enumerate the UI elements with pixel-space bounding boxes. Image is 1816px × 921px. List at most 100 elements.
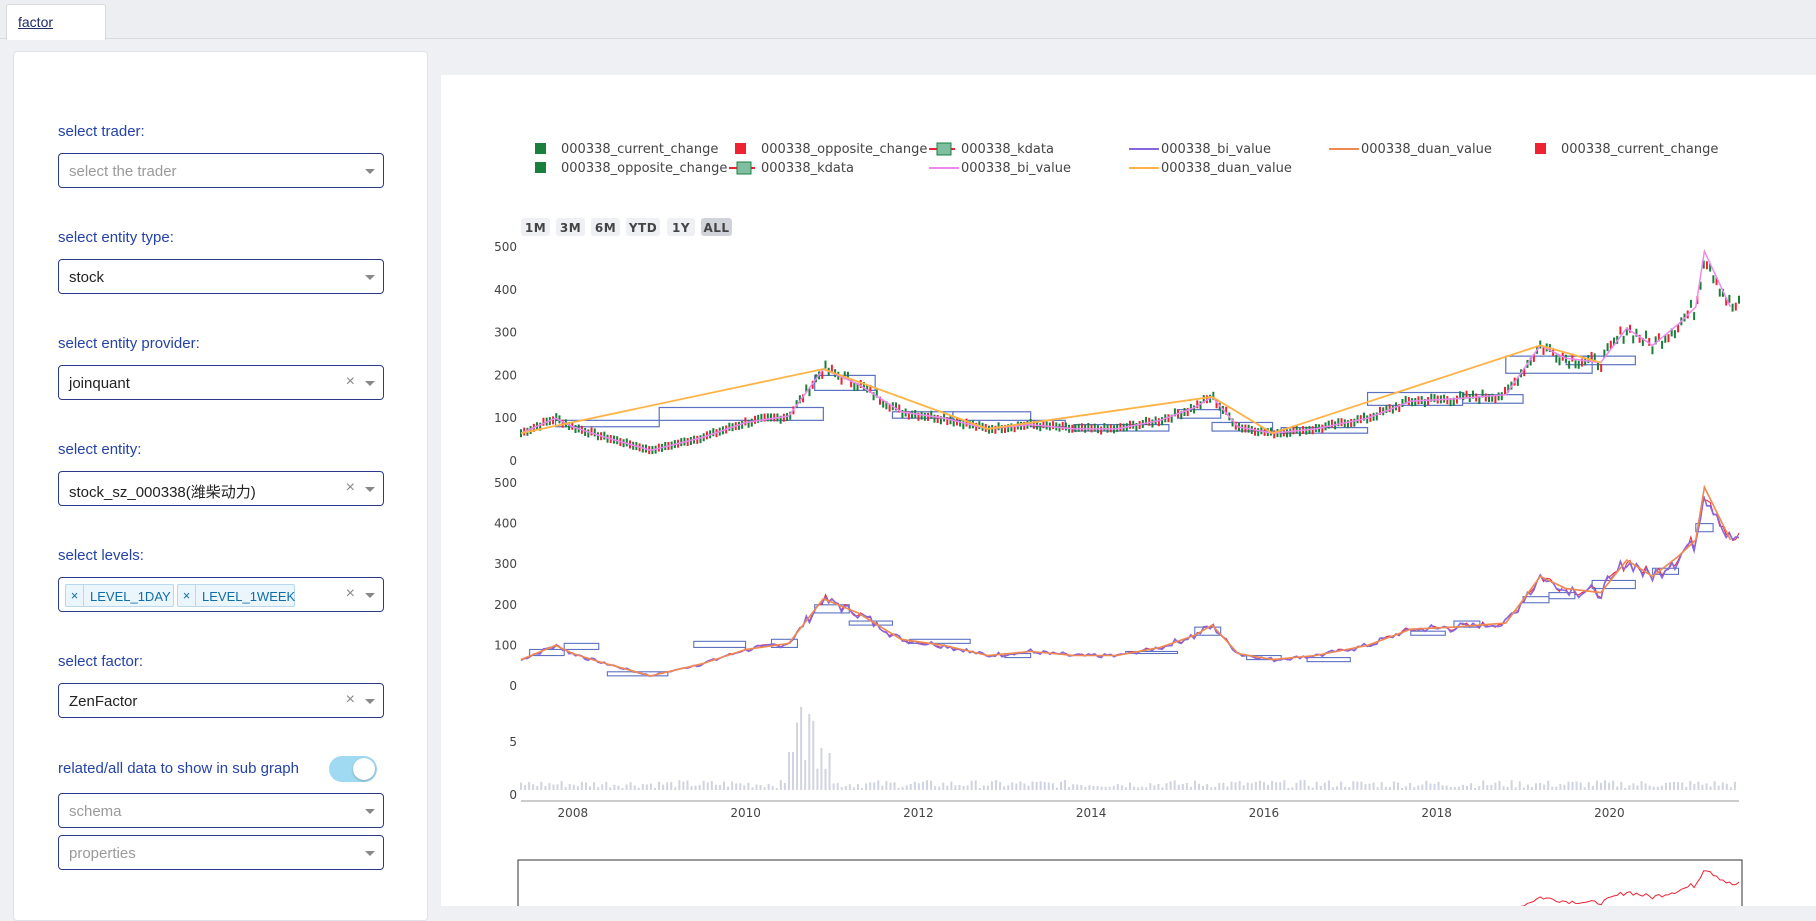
zen-box xyxy=(1125,650,1179,655)
legend-swatch xyxy=(735,143,746,154)
duan-value-line xyxy=(520,344,1602,435)
levels-label: select levels: xyxy=(58,547,144,564)
subgraph-toggle[interactable] xyxy=(329,756,377,782)
zen-box xyxy=(1306,657,1351,663)
legend-swatch xyxy=(936,142,952,156)
properties-select[interactable]: properties xyxy=(58,835,384,870)
range-button[interactable] xyxy=(556,218,585,236)
y-tick-label: 5 xyxy=(509,735,517,749)
zen-box xyxy=(909,638,971,644)
range-button[interactable] xyxy=(701,218,732,236)
y-tick-label: 0 xyxy=(509,788,517,802)
zen-box xyxy=(952,411,1032,421)
y-tick-label: 500 xyxy=(494,476,517,490)
chevron-down-icon[interactable] xyxy=(365,381,375,386)
zen-box xyxy=(1548,592,1576,600)
y-tick-label: 0 xyxy=(509,454,517,468)
y-tick-label: 400 xyxy=(494,517,517,531)
range-button[interactable] xyxy=(626,218,660,236)
zen-box xyxy=(1652,567,1680,575)
range-slider-frame xyxy=(517,859,1743,906)
level-tag[interactable]: × LEVEL_1WEEK xyxy=(177,584,295,607)
range-button[interactable] xyxy=(667,218,695,236)
entity-type-label: select entity type: xyxy=(58,229,174,246)
x-tick-label: 2012 xyxy=(903,806,934,820)
x-tick-label: 2010 xyxy=(730,806,761,820)
clear-icon[interactable]: × xyxy=(345,585,355,602)
chevron-down-icon[interactable] xyxy=(365,699,375,704)
range-button-label[interactable]: 1M xyxy=(525,221,546,235)
zen-box xyxy=(693,640,747,648)
level-tag[interactable]: × LEVEL_1DAY xyxy=(65,584,174,607)
remove-tag-icon[interactable]: × xyxy=(178,585,196,606)
clear-icon[interactable]: × xyxy=(345,373,355,390)
remove-tag-icon[interactable]: × xyxy=(66,585,84,606)
volume-series xyxy=(520,706,1736,790)
factor-select[interactable]: ZenFactor × xyxy=(58,683,384,718)
y-tick-label: 500 xyxy=(494,240,517,254)
level-tag-label: LEVEL_1WEEK xyxy=(202,589,296,604)
x-tick-label: 2018 xyxy=(1421,806,1452,820)
entity-provider-select[interactable]: joinquant × xyxy=(58,365,384,400)
x-tick-label: 2020 xyxy=(1594,806,1625,820)
legend-swatch xyxy=(535,162,546,173)
y-tick-label: 0 xyxy=(509,679,517,693)
range-button[interactable] xyxy=(521,218,550,236)
chevron-down-icon[interactable] xyxy=(365,169,375,174)
tab-factor-label[interactable]: factor xyxy=(18,14,54,30)
range-button-label[interactable]: 3M xyxy=(560,221,581,235)
legend-label: 000338_bi_value xyxy=(1161,142,1271,157)
y-tick-label: 400 xyxy=(494,283,517,297)
control-sidebar: select trader: select the trader select … xyxy=(13,51,428,921)
y-tick-label: 100 xyxy=(494,638,517,652)
subgraph-label: related/all data to show in sub graph xyxy=(58,760,299,777)
range-button-label[interactable]: YTD xyxy=(628,221,657,235)
trader-select[interactable]: select the trader xyxy=(58,153,384,188)
chevron-down-icon[interactable] xyxy=(365,809,375,814)
tab-factor[interactable]: factor xyxy=(6,4,106,40)
zen-box xyxy=(658,406,824,421)
y-tick-label: 100 xyxy=(494,411,517,425)
chevron-down-icon[interactable] xyxy=(365,593,375,598)
chart-svg[interactable]: 000338_current_change 000338_opposite_cha… xyxy=(441,75,1816,906)
entity-provider-label: select entity provider: xyxy=(58,335,200,352)
duan-value-line xyxy=(520,484,1732,677)
trader-label: select trader: xyxy=(58,123,145,140)
legend-label: 000338_duan_value xyxy=(1161,161,1292,176)
schema-placeholder: schema xyxy=(69,803,122,820)
chevron-down-icon[interactable] xyxy=(365,275,375,280)
legend-swatch xyxy=(736,161,752,175)
legend-label: 000338_duan_value xyxy=(1361,142,1492,157)
bi-value-line xyxy=(520,248,1732,452)
clear-icon[interactable]: × xyxy=(345,691,355,708)
entity-type-select[interactable]: stock xyxy=(58,259,384,294)
range-button-label[interactable]: 1Y xyxy=(672,221,690,235)
axis-ticks: 500 400 300 200 100 0 500 400 300 200 100 0 5 0 2008 20… xyxy=(494,240,1739,820)
chart-legend[interactable]: 000338_current_change 000338_opposite_cha… xyxy=(535,142,1718,176)
zen-box xyxy=(770,638,798,648)
chevron-down-icon[interactable] xyxy=(365,851,375,856)
toggle-knob[interactable] xyxy=(353,758,375,780)
range-button[interactable] xyxy=(591,218,620,236)
zen-box xyxy=(1591,579,1636,590)
legend-label: 000338_current_change xyxy=(1561,142,1718,157)
factor-chart[interactable]: 000338_current_change 000338_opposite_cha… xyxy=(441,75,1816,906)
entity-select[interactable]: stock_sz_000338(潍柴动力) × xyxy=(58,471,384,506)
range-selector[interactable]: 1M 3M 6M YTD 1Y ALL xyxy=(521,218,732,236)
range-slider-line xyxy=(1520,870,1740,906)
entity-type-value: stock xyxy=(69,269,105,286)
schema-select[interactable]: schema xyxy=(58,793,384,828)
bi-value-line xyxy=(520,496,1740,677)
zen-box xyxy=(1695,523,1714,533)
range-button-label[interactable]: 6M xyxy=(595,221,616,235)
entity-label: select entity: xyxy=(58,441,142,458)
legend-label: 000338_current_change xyxy=(561,142,718,157)
zen-box xyxy=(554,419,660,428)
chevron-down-icon[interactable] xyxy=(365,487,375,492)
levels-multiselect[interactable]: × LEVEL_1DAY × LEVEL_1WEEK × xyxy=(58,577,384,612)
entity-provider-value: joinquant xyxy=(69,375,130,392)
legend-label: 000338_opposite_change xyxy=(561,161,727,176)
clear-icon[interactable]: × xyxy=(345,479,355,496)
range-button-label[interactable]: ALL xyxy=(703,221,729,235)
entity-value: stock_sz_000338(潍柴动力) xyxy=(69,484,256,501)
